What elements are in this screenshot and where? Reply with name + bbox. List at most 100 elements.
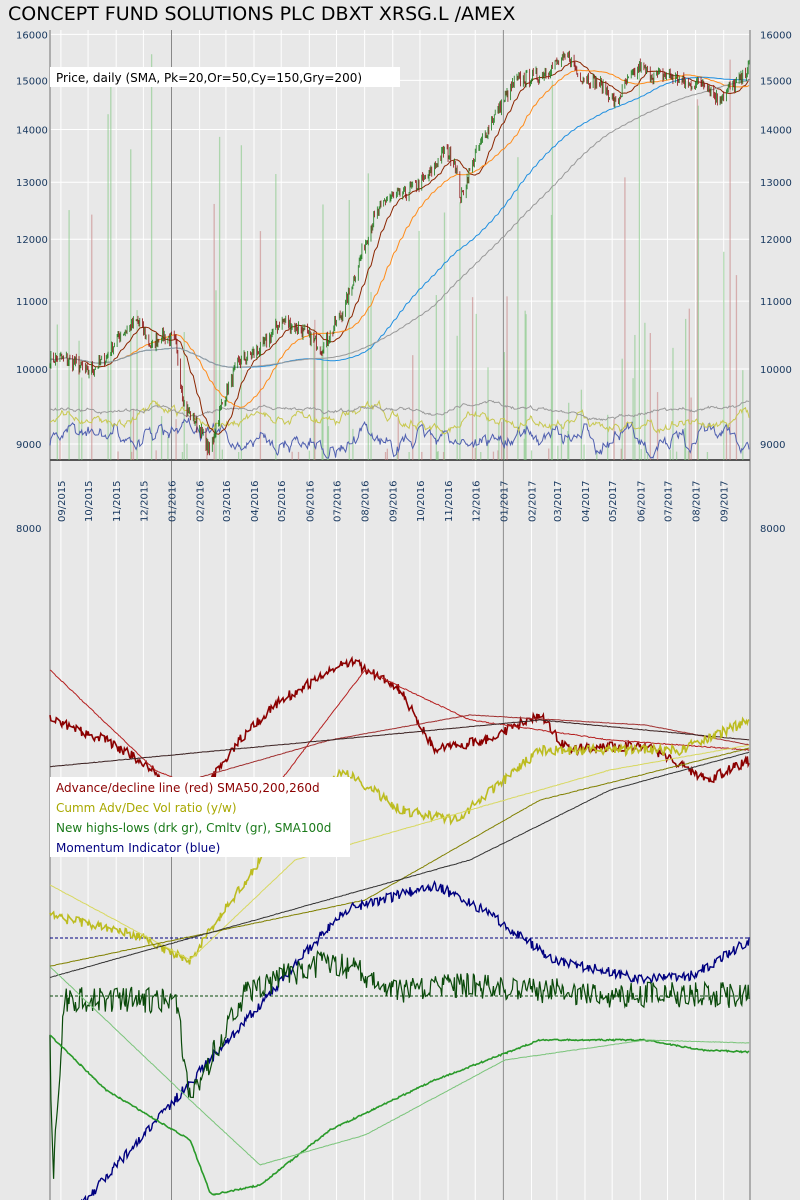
volume-bar xyxy=(548,448,550,460)
volume-bar xyxy=(396,451,398,460)
volume-bar xyxy=(742,370,744,460)
volume-bar xyxy=(186,443,188,460)
x-tick-label: 09/2015 xyxy=(57,480,68,522)
adv-dec-sma260 xyxy=(49,719,750,768)
volume-bar xyxy=(183,332,185,460)
volume-bar xyxy=(91,214,93,460)
volume-bar xyxy=(322,204,324,460)
volume-bar xyxy=(596,450,598,460)
x-tick-label: 06/2017 xyxy=(636,480,647,522)
volume-bar xyxy=(583,444,585,460)
x-tick-label: 08/2017 xyxy=(692,480,703,522)
cumm-vol-sma-longest xyxy=(49,751,750,978)
oscillator-grey xyxy=(49,399,750,421)
volume-bar xyxy=(308,450,311,460)
x-tick-label: 08/2016 xyxy=(361,480,372,522)
volume-bar xyxy=(480,452,482,460)
volume-bar xyxy=(706,451,709,460)
x-tick-label: 11/2016 xyxy=(444,480,455,522)
x-tick-label: 07/2017 xyxy=(663,480,674,522)
volume-bar xyxy=(352,428,354,460)
volume-bar xyxy=(568,402,570,460)
price-candles xyxy=(49,50,750,456)
x-tick-label: 01/2017 xyxy=(499,480,510,522)
volume-bar xyxy=(557,445,559,460)
volume-bar xyxy=(175,419,177,460)
volume-bar xyxy=(213,203,215,461)
legend-new-highs-lows: New highs-lows (drk gr), Cmltv (gr), SMA… xyxy=(56,821,331,835)
momentum-line xyxy=(80,880,750,1200)
y-tick-label-right: 12000 xyxy=(760,235,792,246)
y-tick-label-left: 9000 xyxy=(16,440,41,451)
volume-bar xyxy=(497,450,499,460)
volume-bar xyxy=(421,451,423,460)
x-tick-label: 02/2017 xyxy=(527,480,538,522)
volume-bar xyxy=(412,355,414,460)
volume-bar xyxy=(687,450,690,460)
cumm-vol-sma xyxy=(49,744,750,961)
volume-bar xyxy=(459,202,461,461)
legend-momentum: Momentum Indicator (blue) xyxy=(56,841,220,855)
chart-title: CONCEPT FUND SOLUTIONS PLC DBXT XRSG.L /… xyxy=(8,3,515,25)
price-panel-oscillators xyxy=(49,399,750,459)
volume-bar xyxy=(644,322,646,460)
volume-bar xyxy=(131,451,133,460)
volume-bar xyxy=(326,333,329,460)
volume-bar xyxy=(397,417,399,460)
new-highs-lows-sma100 xyxy=(49,966,750,1166)
price-legend-text: Price, daily (SMA, Pk=20,Or=50,Cy=150,Gr… xyxy=(56,71,362,85)
volume-bar xyxy=(78,340,80,460)
volume-bar xyxy=(656,392,659,460)
volume-bar xyxy=(551,80,554,460)
x-tick-label: 05/2017 xyxy=(608,480,619,522)
volume-bar xyxy=(167,436,169,460)
volume-bar xyxy=(487,367,489,460)
volume-bar xyxy=(442,451,445,460)
volume-bar xyxy=(132,408,135,460)
y-tick-label-left: 12000 xyxy=(16,235,48,246)
volume-bar xyxy=(321,345,323,460)
y-tick-label-left: 13000 xyxy=(16,178,48,189)
volume-bar xyxy=(649,333,651,460)
volume-bar xyxy=(696,99,699,461)
volume-bar xyxy=(523,438,525,460)
y-tick-label-right: 11000 xyxy=(760,297,792,308)
volume-bar xyxy=(685,318,687,460)
volume-bar xyxy=(215,290,217,460)
volume-bar xyxy=(688,308,690,460)
x-tick-label: 04/2017 xyxy=(581,480,592,522)
volume-bar xyxy=(367,173,369,460)
axis-labels: 8000 8000 9000 9000 10000 10000 11000 11000 1200… xyxy=(16,30,792,535)
volume-bar xyxy=(117,451,119,460)
x-tick-label: 12/2016 xyxy=(471,480,482,522)
volume-bar xyxy=(492,451,495,460)
volume-bar xyxy=(567,431,569,460)
volume-bar xyxy=(498,424,500,460)
oscillator-olive xyxy=(49,399,750,435)
sma-200-line xyxy=(49,79,750,368)
volume-bar xyxy=(646,451,649,460)
volume-bar xyxy=(370,292,372,460)
volume-bar xyxy=(632,378,634,460)
volume-bar xyxy=(672,347,674,460)
volume-bar xyxy=(456,335,458,460)
volume-bar xyxy=(59,440,61,460)
y-tick-label-left: 11000 xyxy=(16,297,48,308)
volume-bar xyxy=(130,149,132,461)
x-tick-label: 01/2016 xyxy=(168,480,179,522)
volume-bar xyxy=(613,419,615,460)
volume-bar xyxy=(669,449,671,460)
volume-bar xyxy=(221,449,223,460)
y-tick-label-right: 16000 xyxy=(760,30,792,41)
volume-bar xyxy=(735,275,738,460)
volume-bar xyxy=(471,297,474,460)
volume-bar xyxy=(580,389,583,460)
volume-bar xyxy=(725,427,728,460)
volume-bar xyxy=(525,314,527,460)
volume-bar xyxy=(348,200,350,461)
y-tick-label-right: 8000 xyxy=(760,524,785,535)
volume-bar xyxy=(218,136,221,460)
volume-bar xyxy=(624,177,626,460)
volume-bar xyxy=(291,451,293,460)
